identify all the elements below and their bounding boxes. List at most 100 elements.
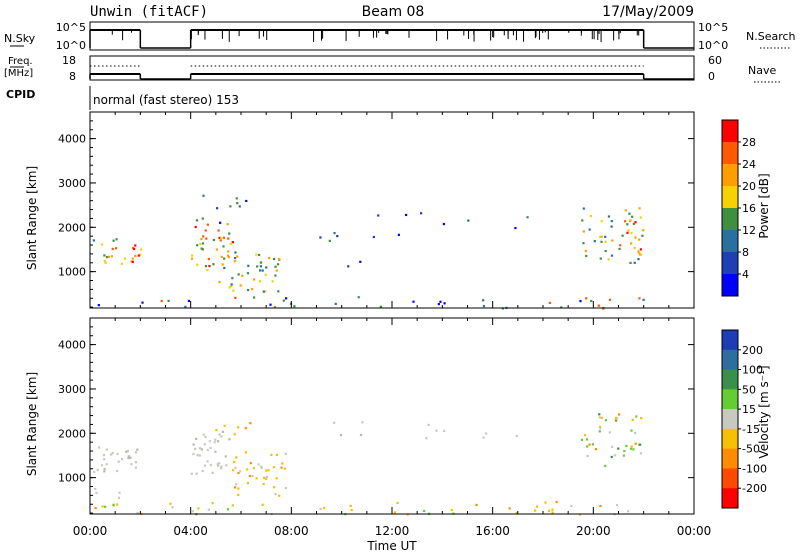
velocity-panel: 1000 2000 3000 4000 Slant Range [km] 200 100… [25,317,771,516]
velocity-cell [171,506,174,509]
velocity-cell [630,445,633,448]
velocity-cell [191,510,195,513]
velocity-cell [485,432,488,435]
power-cell [634,221,637,224]
power-cell [347,265,350,268]
velocity-cell [235,456,238,459]
velocity-cell [104,505,107,508]
velocity-cell [249,422,252,425]
power-cell [639,216,642,219]
power-cell [130,260,133,263]
velocity-cell [425,437,428,440]
power-cell [639,248,642,251]
power-cell [633,261,636,264]
power-cell [638,253,642,256]
velocity-data [93,413,643,516]
power-cell [624,209,627,212]
power-cell [590,299,593,303]
velocity-cell [264,477,268,480]
power-cell [328,239,331,242]
velocity-cell [435,429,438,432]
velocity-cell [196,453,199,457]
y-tick-label: 1000 [58,472,86,485]
velocity-cell [101,505,104,508]
power-cell [579,300,582,303]
colorbar-tick-label: 16 [742,202,756,215]
power-cell [600,220,603,223]
velocity-cell [599,427,602,430]
y-tick-label: 1000 [58,266,86,279]
velocity-cell [350,509,353,512]
velocity-cell [257,463,260,466]
colorbar-swatch [722,369,738,390]
power-cell [97,304,100,307]
power-cell [187,299,191,303]
velocity-cell [102,454,106,457]
power-cell [202,194,205,197]
power-cell [222,245,225,248]
velocity-cell [95,491,98,495]
velocity-cell [272,466,276,469]
power-cell [319,236,322,239]
power-cell [581,219,584,222]
power-ylabel: Slant Range [km] [25,166,39,270]
power-cell [610,220,613,223]
power-cell [196,263,199,266]
power-cell [259,265,262,268]
velocity-cell [206,448,209,452]
velocity-cell [613,454,616,457]
velocity-cell [598,425,602,429]
power-cell [582,207,585,210]
velocity-cell [283,467,287,470]
velocity-cell [610,455,613,459]
velocity-cell [220,465,223,468]
power-cell [412,300,415,303]
velocity-cell [580,438,584,441]
power-cell [167,299,170,302]
power-cell [638,252,641,255]
power-cell [626,223,629,226]
velocity-cell [634,431,637,435]
velocity-cell [535,505,539,508]
velocity-frame [89,317,695,515]
velocity-cell [442,429,446,433]
freq-tick-bottom: 8 [69,70,76,83]
velocity-cell [219,467,223,470]
power-cell [230,285,233,288]
y-tick-label: 4000 [58,133,86,146]
x-axis-label: Time UT [366,539,417,553]
velocity-cell [116,452,119,456]
velocity-cell [100,464,104,467]
velocity-cell [260,466,263,469]
power-axes: 1000 2000 3000 4000 [58,111,695,308]
velocity-cell [586,445,589,448]
power-cell [582,242,585,245]
power-cell [618,247,621,251]
power-cell [405,213,408,217]
power-cell [265,266,268,269]
power-cell [271,280,274,283]
velocity-cell [233,460,236,464]
freq-frame [89,55,695,81]
power-cell [103,259,106,263]
velocity-cell [202,433,205,436]
power-cell [195,219,199,222]
power-cell [207,257,210,261]
power-cell [599,257,602,260]
velocity-cell [248,474,251,478]
nsky-tick-bottom: 10^0 [56,39,86,52]
velocity-cell [117,460,120,463]
power-cell [227,237,230,240]
velocity-cell [217,440,220,443]
velocity-cell [600,416,603,419]
power-cell [222,236,226,239]
velocity-cell [232,469,235,472]
velocity-cell [249,462,252,465]
power-cell [359,260,362,263]
power-cell [604,235,607,238]
colorbar-tick-label: 20 [742,180,756,193]
velocity-cell [482,436,485,439]
x-tick-label: 20:00 [576,524,611,538]
power-cell [204,264,208,268]
